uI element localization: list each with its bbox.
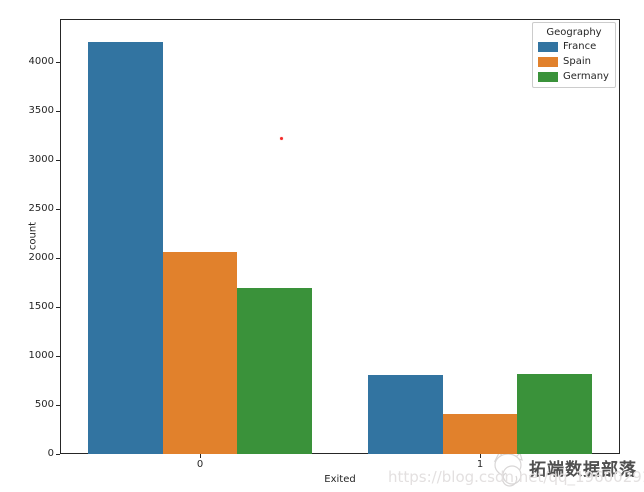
- legend-label: Germany: [563, 70, 609, 82]
- stray-red-marker-dot: [280, 137, 283, 140]
- brand-watermark-text: 拓端数据部落: [529, 460, 637, 480]
- legend-swatch-icon: [538, 56, 558, 67]
- bar-spain-1: [442, 413, 518, 454]
- y-tick-mark: [56, 257, 60, 259]
- legend-entry-spain: Spain: [538, 54, 610, 69]
- y-tick-label: 0: [47, 448, 54, 459]
- bar-germany-0: [237, 287, 312, 454]
- y-tick-mark: [56, 306, 60, 308]
- y-tick-label: 3000: [28, 154, 54, 166]
- y-tick-label: 1000: [28, 350, 54, 362]
- y-tick-mark: [56, 159, 60, 161]
- y-tick-mark: [56, 453, 60, 455]
- bar-spain-0: [162, 251, 238, 454]
- cat-face-logo-icon: [489, 449, 527, 487]
- legend-swatch-icon: [538, 71, 558, 82]
- y-tick-label: 2500: [28, 203, 54, 215]
- y-tick-label: 1500: [28, 301, 54, 313]
- y-tick-mark: [56, 110, 60, 112]
- legend-label: Spain: [563, 55, 591, 67]
- y-axis-label: count: [27, 221, 39, 251]
- legend-title: Geography: [546, 27, 602, 38]
- y-tick-label: 2000: [28, 252, 54, 264]
- y-tick-mark: [56, 208, 60, 210]
- legend-entry-france: France: [538, 39, 610, 54]
- y-tick-label: 500: [34, 399, 54, 410]
- y-tick-mark: [56, 404, 60, 406]
- legend-items: France Spain Germany: [538, 39, 610, 84]
- y-tick-mark: [56, 355, 60, 357]
- bar-germany-1: [517, 374, 592, 454]
- x-tick-mark: [479, 454, 481, 458]
- x-axis-label: Exited: [324, 474, 356, 485]
- y-tick-label: 3500: [28, 105, 54, 117]
- bar-france-1: [368, 374, 443, 454]
- legend-entry-germany: Germany: [538, 69, 610, 84]
- x-tick-label: 0: [196, 459, 204, 470]
- y-tick-label: 4000: [28, 56, 54, 68]
- legend: Geography France Spain Germany: [532, 22, 616, 88]
- legend-label: France: [563, 40, 597, 52]
- url-watermark-text: https://blog.csdn.net/qq_19600291: [388, 468, 644, 486]
- legend-swatch-icon: [538, 41, 558, 52]
- y-tick-mark: [56, 61, 60, 63]
- x-tick-label: 1: [476, 459, 484, 470]
- x-tick-mark: [199, 454, 201, 458]
- bar-france-0: [88, 42, 163, 454]
